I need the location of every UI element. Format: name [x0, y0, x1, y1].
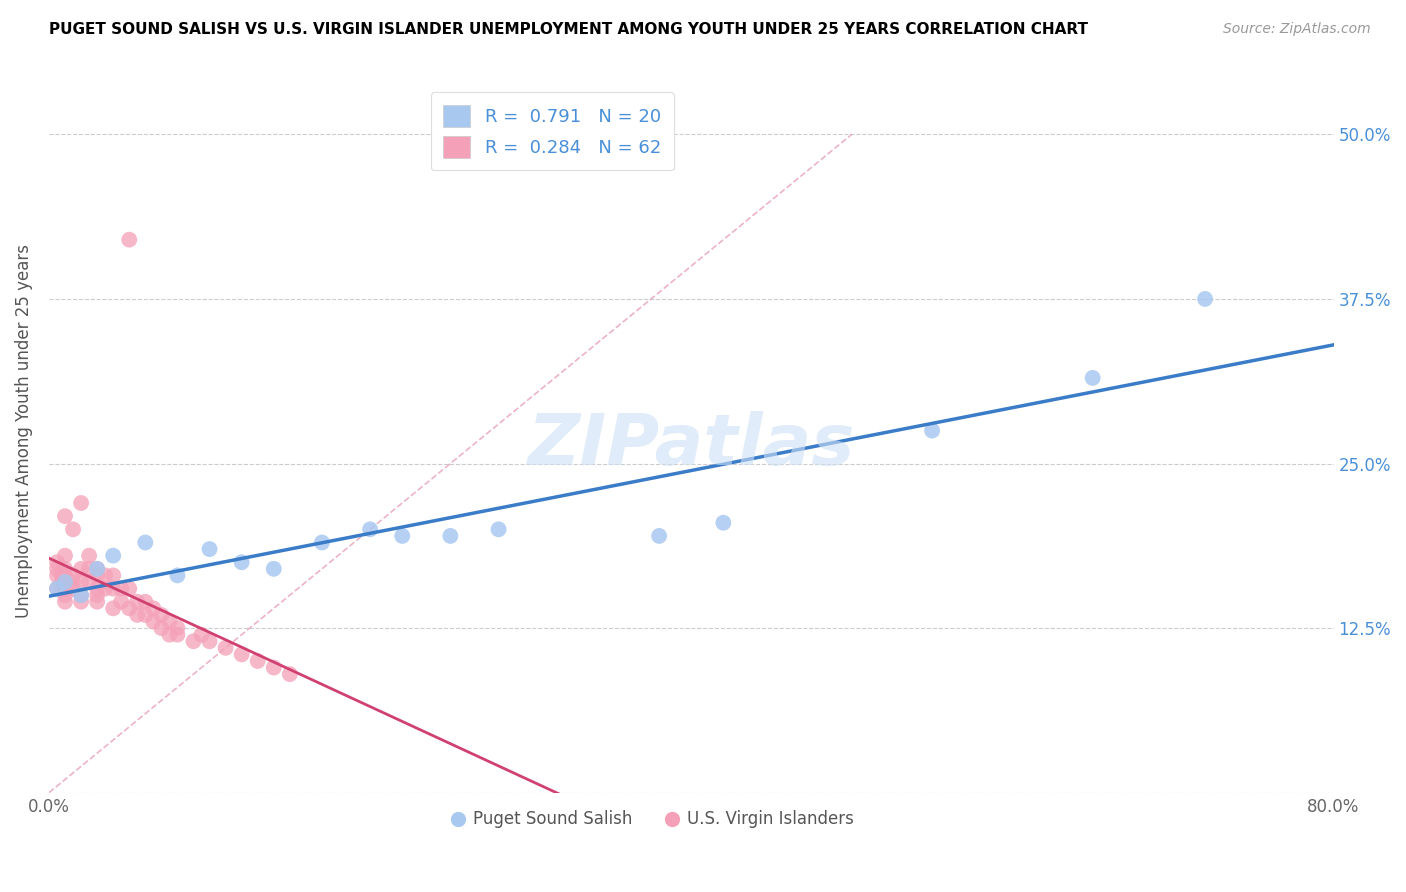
Point [70, 588, 93, 602]
Point [53, 582, 76, 596]
Point [198, 542, 221, 557]
Point [77, 562, 100, 576]
Legend: Puget Sound Salish, U.S. Virgin Islanders: Puget Sound Salish, U.S. Virgin Islander… [444, 804, 860, 835]
Point [70, 595, 93, 609]
Point [70, 562, 93, 576]
Point [62, 582, 84, 596]
Point [51, 574, 73, 589]
Point [127, 607, 149, 622]
Point [166, 568, 188, 582]
Point [53, 588, 76, 602]
Point [391, 529, 413, 543]
Point [70, 496, 93, 510]
Point [263, 660, 285, 674]
Point [53, 574, 76, 589]
Point [359, 522, 381, 536]
Point [53, 549, 76, 563]
Point [246, 654, 269, 668]
Point [53, 568, 76, 582]
Point [439, 529, 461, 543]
Point [46, 582, 69, 596]
Point [118, 582, 141, 596]
Point [94, 582, 117, 596]
Point [103, 601, 125, 615]
Point [46, 562, 69, 576]
Point [51, 568, 73, 582]
Point [53, 509, 76, 524]
Point [214, 640, 236, 655]
Point [118, 233, 141, 247]
Point [103, 568, 125, 582]
Point [711, 516, 734, 530]
Point [77, 574, 100, 589]
Point [118, 601, 141, 615]
Text: ZIPatlas: ZIPatlas [527, 410, 855, 480]
Point [127, 595, 149, 609]
Point [62, 568, 84, 582]
Point [86, 595, 108, 609]
Point [110, 582, 132, 596]
Point [1194, 292, 1216, 306]
Point [46, 568, 69, 582]
Text: Source: ZipAtlas.com: Source: ZipAtlas.com [1223, 22, 1371, 37]
Point [648, 529, 671, 543]
Point [46, 555, 69, 569]
Point [46, 582, 69, 596]
Point [157, 628, 180, 642]
Point [77, 549, 100, 563]
Point [134, 535, 156, 549]
Point [110, 595, 132, 609]
Point [150, 621, 173, 635]
Point [53, 574, 76, 589]
Point [134, 607, 156, 622]
Point [51, 582, 73, 596]
Point [263, 562, 285, 576]
Point [231, 648, 253, 662]
Point [86, 582, 108, 596]
Point [53, 562, 76, 576]
Point [103, 582, 125, 596]
Point [166, 621, 188, 635]
Point [183, 634, 205, 648]
Point [86, 562, 108, 576]
Point [70, 588, 93, 602]
Point [278, 667, 301, 681]
Point [142, 615, 165, 629]
Point [62, 522, 84, 536]
Y-axis label: Unemployment Among Youth under 25 years: Unemployment Among Youth under 25 years [15, 244, 32, 617]
Point [198, 634, 221, 648]
Point [488, 522, 510, 536]
Point [86, 588, 108, 602]
Point [150, 607, 173, 622]
Point [94, 568, 117, 582]
Point [86, 568, 108, 582]
Point [86, 562, 108, 576]
Point [53, 595, 76, 609]
Point [62, 574, 84, 589]
Point [166, 628, 188, 642]
Point [134, 595, 156, 609]
Point [190, 628, 212, 642]
Point [103, 549, 125, 563]
Point [231, 555, 253, 569]
Point [70, 574, 93, 589]
Text: PUGET SOUND SALISH VS U.S. VIRGIN ISLANDER UNEMPLOYMENT AMONG YOUTH UNDER 25 YEA: PUGET SOUND SALISH VS U.S. VIRGIN ISLAND… [49, 22, 1088, 37]
Point [921, 424, 943, 438]
Point [142, 601, 165, 615]
Point [1081, 371, 1104, 385]
Point [157, 615, 180, 629]
Point [311, 535, 333, 549]
